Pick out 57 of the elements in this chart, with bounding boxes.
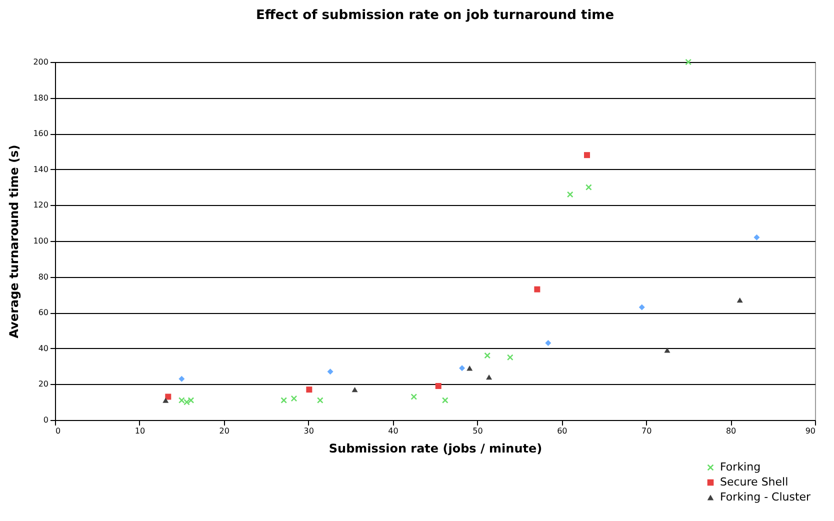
point	[484, 352, 490, 359]
y-tick-label: 180	[33, 93, 48, 102]
point	[184, 399, 190, 406]
y-tick-label: 120	[33, 200, 48, 210]
y-tick-label: 160	[33, 129, 48, 138]
legend-label: Forking - Cluster	[720, 490, 812, 504]
point	[754, 234, 760, 240]
point	[507, 354, 514, 360]
y-tick-label: 20	[38, 380, 48, 389]
legend-label: Forking	[720, 460, 761, 474]
y-tick-label: 60	[38, 308, 48, 318]
point	[352, 386, 358, 392]
point	[435, 382, 442, 389]
y-tick-label: 40	[38, 344, 48, 353]
legend-label: Secure Shell	[720, 476, 788, 488]
point	[486, 374, 492, 380]
point	[586, 184, 592, 190]
point	[178, 397, 185, 404]
point	[317, 397, 324, 404]
x-tick-label: 50	[472, 426, 483, 436]
point	[534, 286, 540, 292]
x-tick-label: 60	[557, 426, 568, 436]
y-tick-label: 80	[38, 272, 48, 282]
point	[162, 398, 169, 403]
x-tick-label: 30	[304, 426, 314, 436]
y-tick-label: 140	[33, 164, 48, 174]
point	[685, 59, 692, 65]
x-tick-label: 40	[388, 426, 398, 436]
point	[290, 396, 297, 402]
y-tick-label: 200	[33, 58, 48, 66]
point	[280, 397, 287, 404]
x-axis-title: Submission rate (jobs / minute)	[328, 442, 542, 456]
point	[306, 386, 312, 393]
point	[736, 297, 743, 303]
chart-title: Effect of submission rate on job turnaround time	[256, 8, 614, 23]
point	[410, 394, 417, 400]
x-tick-label: 10	[134, 426, 146, 436]
point	[327, 368, 334, 375]
point	[188, 397, 194, 404]
point	[442, 397, 448, 404]
x-tick-label: 0	[56, 426, 61, 436]
point	[638, 304, 645, 310]
y-tick-label: 100	[33, 236, 48, 246]
point	[584, 152, 590, 158]
point	[664, 348, 670, 353]
x-tick-label: 90	[805, 426, 816, 436]
point	[466, 365, 473, 371]
y-tick-label: 0	[43, 416, 48, 424]
point	[165, 394, 172, 400]
x-tick-label: 20	[219, 426, 230, 436]
x-tick-label: 70	[642, 426, 652, 436]
point	[178, 376, 185, 382]
point	[567, 191, 574, 198]
y-axis-title: Average turnaround time (s)	[7, 144, 22, 338]
point	[545, 340, 552, 346]
point	[459, 365, 466, 372]
x-tick-label: 80	[726, 426, 736, 436]
